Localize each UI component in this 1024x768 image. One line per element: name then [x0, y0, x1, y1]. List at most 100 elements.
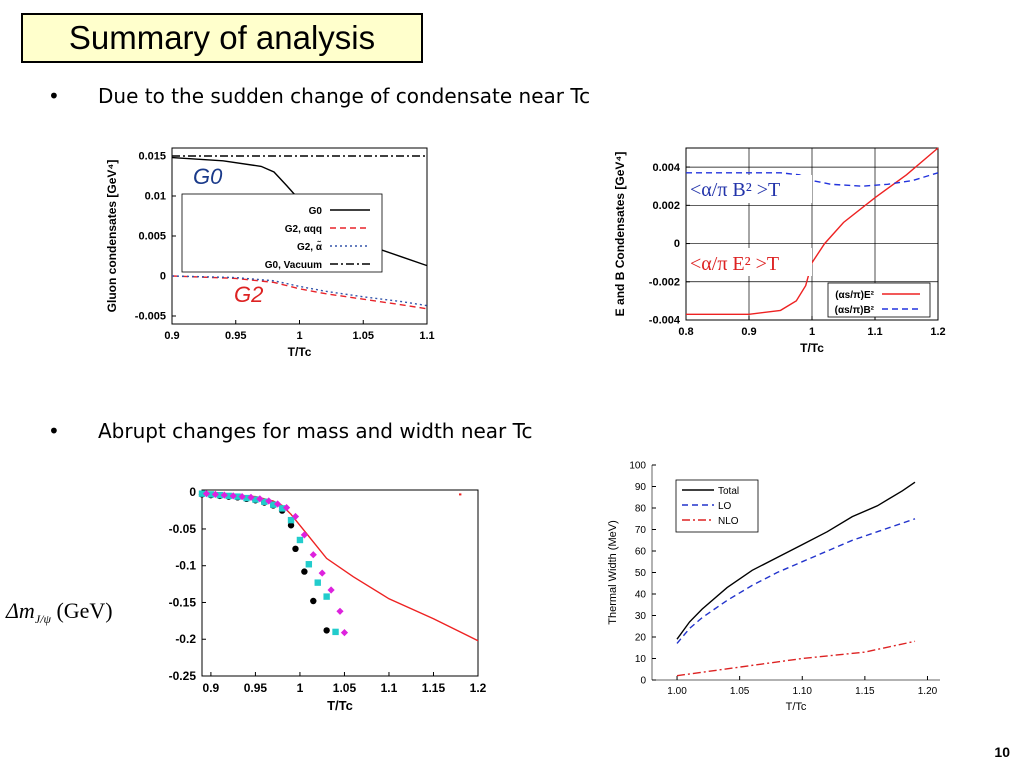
- data-point-square: [296, 536, 304, 544]
- x-axis-label: T/Tc: [800, 341, 824, 355]
- data-point-square: [243, 494, 250, 502]
- gluon-condensate-chart: 0.9 0.95 1 1.05 1.1 0.015 0.01 0.005 0 -0.005 T/Tc…: [102, 138, 442, 368]
- series-line-2: [686, 172, 939, 187]
- series-line-3: [676, 640, 916, 677]
- y-tick-label: -0.15: [169, 595, 197, 609]
- x-tick-label: 1.05: [730, 686, 750, 697]
- data-point-diamond: [256, 495, 264, 503]
- bullet-text: Due to the sudden change of condensate n…: [98, 84, 591, 108]
- x-tick-label: 1.2: [470, 681, 487, 695]
- legend-label: LO: [718, 501, 732, 512]
- x-tick-label: 0.9: [164, 330, 179, 342]
- plot-frame: [201, 489, 479, 677]
- x-tick-label: 1.1: [867, 326, 882, 338]
- legend-label: G0, Vacuum: [265, 260, 322, 271]
- x-tick-label: 1: [809, 326, 815, 338]
- y-tick-label: 100: [629, 460, 646, 471]
- legend-label: G2, αqq: [285, 224, 322, 235]
- legend-box: [827, 282, 931, 318]
- y-tick-label: 0.01: [145, 191, 166, 203]
- data-point-diamond: [318, 569, 326, 577]
- x-tick-label: 1.20: [918, 686, 938, 697]
- y-tick-label: 0.005: [138, 231, 166, 243]
- data-point-square: [261, 498, 268, 505]
- x-tick-label: 1.1: [381, 681, 398, 695]
- legend-box: [181, 193, 383, 273]
- data-point-square: [225, 492, 232, 500]
- y-tick-label: 80: [635, 503, 647, 514]
- x-tick-label: 0.95: [244, 681, 268, 695]
- x-tick-label: 1: [297, 681, 304, 695]
- y-tick-label: 0.015: [138, 151, 166, 163]
- x-tick-label: 1: [296, 330, 302, 342]
- data-point-circle: [287, 522, 295, 529]
- y-axis-label: Thermal Width (MeV): [607, 520, 619, 625]
- y-tick-label: 30: [635, 611, 647, 622]
- y-tick-label: -0.002: [649, 276, 680, 288]
- y-tick-label: 70: [635, 525, 647, 536]
- y-tick-label: -0.2: [175, 632, 196, 646]
- y-tick-label: 90: [635, 482, 647, 493]
- legend-label: (αs/π)B²: [835, 305, 875, 316]
- y-axis-label: Gluon condensates [GeV⁴]: [105, 160, 119, 313]
- side-label-main: Δm: [6, 598, 35, 623]
- legend-label: (αs/π)E²: [835, 290, 874, 301]
- series-line-2: [171, 275, 428, 310]
- y-tick-label: 0: [189, 485, 196, 499]
- side-label-sub: J/ψ: [34, 612, 51, 626]
- y-tick-label: 50: [635, 568, 647, 579]
- y-tick-label: -0.004: [649, 315, 681, 327]
- x-tick-label: 1.00: [667, 686, 687, 697]
- y-tick-label: 0: [160, 271, 166, 283]
- series-line-1: [676, 481, 916, 640]
- mass-shift-axis-label: ΔmJ/ψ (GeV): [6, 598, 113, 627]
- data-point-diamond: [309, 551, 317, 559]
- data-point-square: [270, 501, 277, 508]
- y-tick-label: 60: [635, 546, 647, 557]
- data-point-square: [207, 491, 215, 498]
- data-point-square: [252, 496, 259, 503]
- y-tick-label: -0.05: [169, 522, 197, 536]
- y-tick-label: 10: [635, 654, 647, 665]
- data-point-diamond: [211, 490, 219, 499]
- series-line-3: [171, 275, 428, 307]
- legend-label: NLO: [718, 516, 739, 527]
- annotation-b2: <α/π B² >T: [690, 179, 780, 201]
- data-point-diamond: [247, 493, 255, 501]
- data-point-square: [305, 561, 313, 568]
- x-tick-label: 1.1: [419, 330, 434, 342]
- x-axis-label: T/Tc: [786, 701, 807, 713]
- data-point-marker: [458, 493, 462, 496]
- bullet-marker: •: [48, 419, 60, 443]
- x-tick-label: 1.05: [353, 330, 374, 342]
- y-tick-label: 0.002: [652, 200, 680, 212]
- x-axis-label: T/Tc: [327, 698, 353, 713]
- annotation-g0: G0: [193, 164, 223, 189]
- data-point-diamond: [202, 490, 211, 498]
- series-line-1: [201, 493, 479, 642]
- data-point-diamond: [340, 629, 349, 637]
- annotation-bg: [688, 248, 812, 276]
- annotation-bg: [688, 175, 812, 203]
- data-point-circle: [323, 627, 330, 634]
- data-point-square: [216, 491, 224, 499]
- y-tick-label: -0.25: [169, 669, 197, 683]
- x-tick-label: 0.95: [225, 330, 246, 342]
- legend-label: G2, α̃: [297, 240, 323, 253]
- series-line-2: [676, 518, 916, 644]
- x-tick-label: 1.2: [930, 326, 945, 338]
- data-point-square: [287, 516, 295, 524]
- x-tick-label: 1.05: [333, 681, 357, 695]
- data-point-square: [234, 493, 241, 500]
- e-b-condensate-chart: 0.8 0.9 1 1.1 1.2 0.004 0.002 0 -0.002 -0.004 T/Tc…: [610, 138, 955, 368]
- data-point-diamond: [336, 607, 344, 615]
- thermal-width-chart: 1.00 1.05 1.10 1.15 1.20 100 90 80 70 60 50 40 30 20 1…: [600, 455, 950, 730]
- y-axis-label: E and B Condensates [GeV⁴]: [613, 152, 627, 317]
- x-tick-label: 1.15: [855, 686, 875, 697]
- data-point-square: [198, 490, 206, 497]
- legend-label: G0: [309, 206, 323, 217]
- x-tick-label: 0.9: [741, 326, 756, 338]
- x-tick-label: 0.8: [678, 326, 693, 338]
- annotation-g2: G2: [234, 282, 263, 307]
- y-tick-label: 0: [674, 238, 680, 250]
